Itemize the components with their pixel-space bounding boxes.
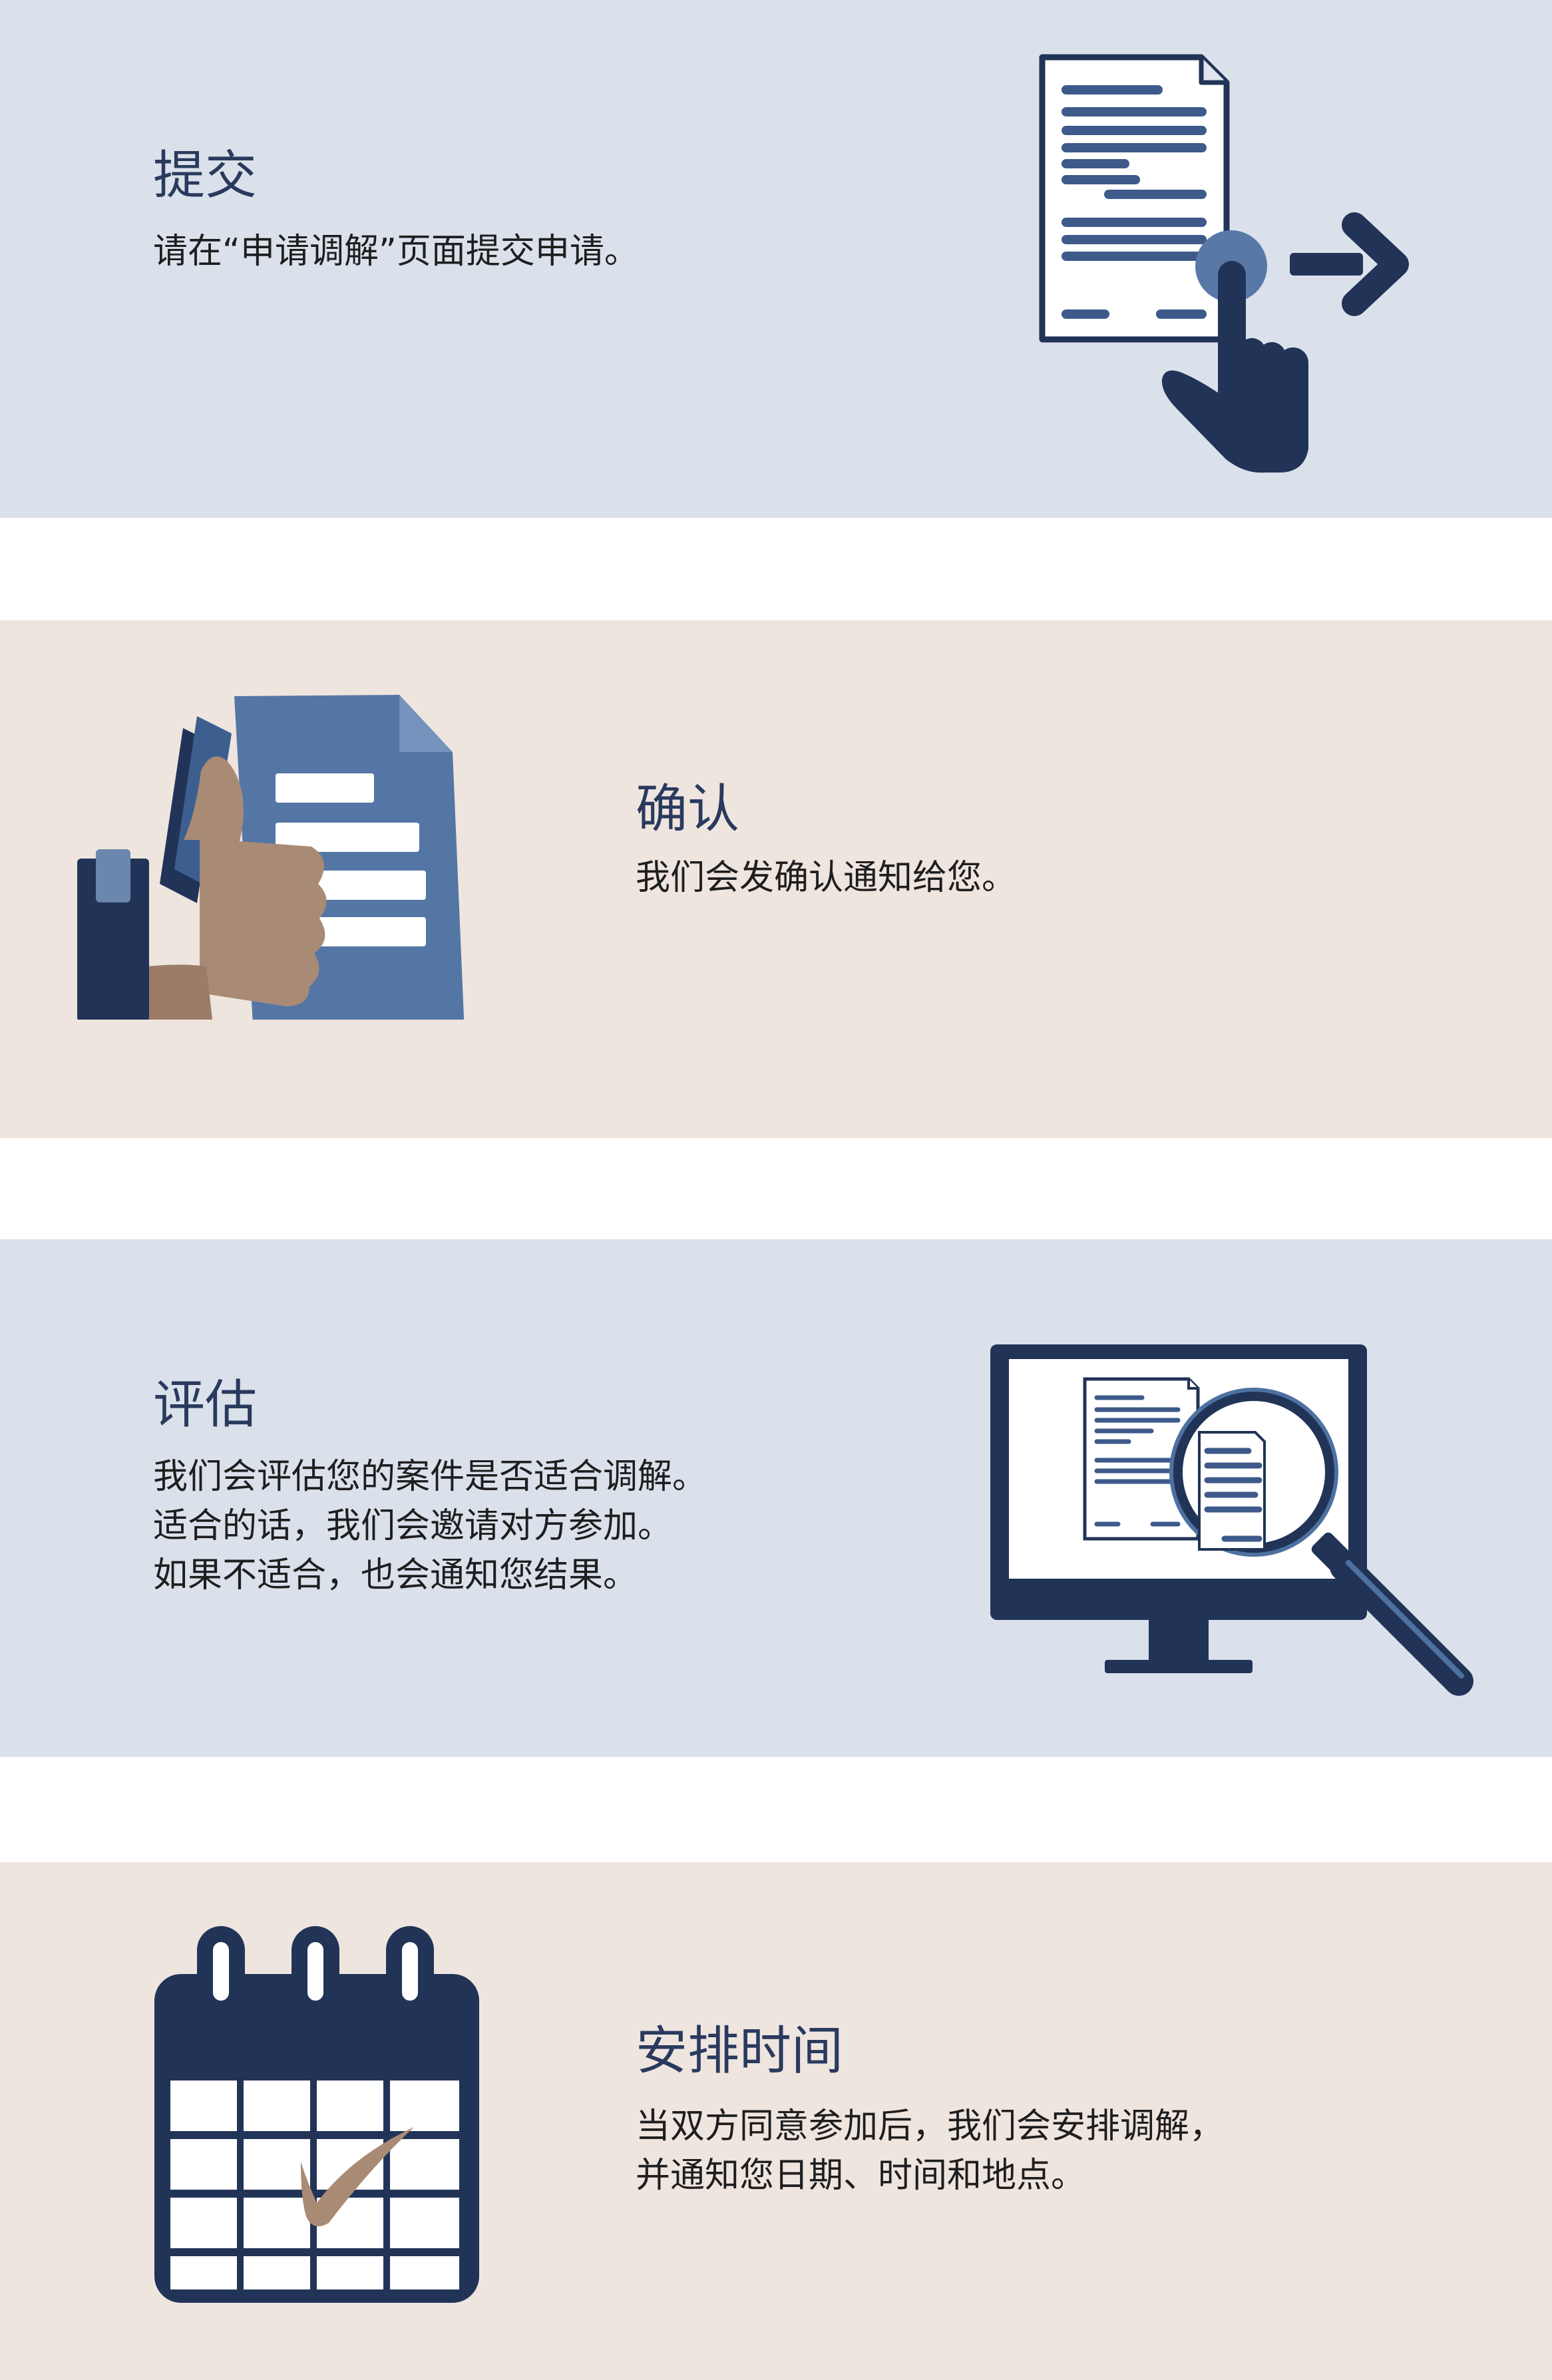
step-title: 提交 [153,146,258,206]
document-tap-icon [1039,54,1409,473]
step-title: 安排时间 [636,2021,844,2081]
monitor-magnifier-icon [990,1344,1473,1696]
description-line: 我们会发确认通知给您。 [636,858,1017,898]
description-line: 当双方同意参加后，我们会安排调解， [636,2106,1225,2146]
step-description: 我们会发确认通知给您。 [636,853,1016,902]
step-description: 请在“申请调解”页面提交申请。 [153,227,639,276]
step-title: 确认 [636,779,740,839]
description-line: 请在“申请调解”页面提交申请。 [153,232,639,272]
step-evaluate: 评估 我们会评估您的案件是否适合调解。 适合的话，我们会邀请对方参加。 如果不适… [0,1239,1552,1757]
description-line: 我们会评估您的案件是否适合调解。 [153,1457,707,1497]
step-title: 评估 [153,1375,258,1435]
step-schedule: 安排时间 当双方同意参加后，我们会安排调解， 并通知您日期、时间和地点。 [0,1862,1552,2380]
description-line: 并通知您日期、时间和地点。 [636,2156,1086,2196]
step-submit: 提交 请在“申请调解”页面提交申请。 [0,0,1552,518]
thumbs-up-document-icon [77,695,465,1020]
description-line: 如果不适合，也会通知您结果。 [153,1555,638,1595]
step-confirm: 确认 我们会发确认通知给您。 [0,620,1552,1138]
description-line: 适合的话，我们会邀请对方参加。 [153,1506,673,1546]
step-description: 当双方同意参加后，我们会安排调解， 并通知您日期、时间和地点。 [636,2102,1224,2200]
calendar-check-icon [154,1926,479,2303]
step-description: 我们会评估您的案件是否适合调解。 适合的话，我们会邀请对方参加。 如果不适合，也… [153,1452,707,1600]
